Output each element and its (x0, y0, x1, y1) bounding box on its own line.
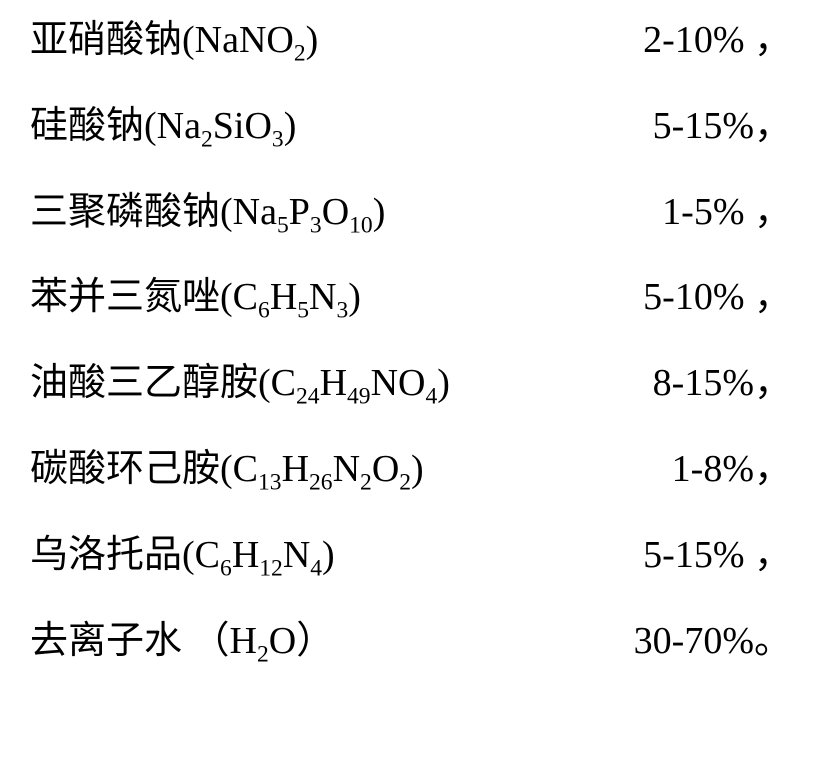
chemical-composition-list: 亚硝酸钠(NaNO2) 2-10% ， 硅酸钠(Na2SiO3) 5-15%， … (0, 0, 822, 682)
compound-cn: 去离子水 (30, 620, 192, 662)
compound-name: 乌洛托品(C6H12N4) (30, 535, 335, 577)
compound-cn: 苯并三氮唑 (30, 276, 220, 318)
table-row: 亚硝酸钠(NaNO2) 2-10% ， (30, 20, 792, 62)
table-row: 三聚磷酸钠(Na5P3O10) 1-5% ， (30, 192, 792, 234)
punct: ， (744, 191, 792, 233)
compound-cn: 油酸三乙醇胺 (30, 362, 258, 404)
compound-formula: (Na2SiO3) (144, 105, 296, 147)
percentage-value: 2-10% ， (643, 20, 792, 62)
table-row: 乌洛托品(C6H12N4) 5-15% ， (30, 535, 792, 577)
percentage-value: 5-15%， (653, 106, 792, 148)
table-row: 苯并三氮唑(C6H5N3) 5-10% ， (30, 277, 792, 319)
compound-name: 亚硝酸钠(NaNO2) (30, 20, 318, 62)
compound-formula: (C13H26N2O2) (220, 448, 424, 490)
percentage-value: 5-10% ， (643, 277, 792, 319)
compound-cn: 碳酸环己胺 (30, 448, 220, 490)
compound-cn: 亚硝酸钠 (30, 19, 182, 61)
compound-formula: (NaNO2) (182, 19, 318, 61)
compound-name: 碳酸环己胺(C13H26N2O2) (30, 449, 424, 491)
punct: ， (754, 448, 792, 490)
compound-cn: 硅酸钠 (30, 105, 144, 147)
percentage-value: 1-5% ， (662, 192, 792, 234)
percentage-value: 8-15%， (653, 363, 792, 405)
table-row: 去离子水 （H2O） 30-70%。 (30, 621, 792, 663)
table-row: 硅酸钠(Na2SiO3) 5-15%， (30, 106, 792, 148)
compound-cn: 三聚磷酸钠 (30, 191, 220, 233)
compound-cn: 乌洛托品 (30, 534, 182, 576)
percentage-value: 1-8%， (672, 449, 792, 491)
compound-name: 苯并三氮唑(C6H5N3) (30, 277, 361, 319)
percentage-value: 30-70%。 (634, 621, 792, 663)
punct: ， (744, 19, 792, 61)
punct: ， (744, 534, 792, 576)
compound-name: 去离子水 （H2O） (30, 621, 334, 663)
compound-formula: (Na5P3O10) (220, 191, 385, 233)
compound-formula: （H2O） (192, 620, 335, 662)
compound-name: 三聚磷酸钠(Na5P3O10) (30, 192, 385, 234)
punct: ， (754, 362, 792, 404)
table-row: 碳酸环己胺(C13H26N2O2) 1-8%， (30, 449, 792, 491)
compound-name: 油酸三乙醇胺(C24H49NO4) (30, 363, 450, 405)
table-row: 油酸三乙醇胺(C24H49NO4) 8-15%， (30, 363, 792, 405)
punct: ， (754, 105, 792, 147)
punct: 。 (754, 620, 792, 662)
compound-formula: (C6H5N3) (220, 276, 361, 318)
compound-name: 硅酸钠(Na2SiO3) (30, 106, 296, 148)
punct: ， (744, 276, 792, 318)
compound-formula: (C24H49NO4) (258, 362, 450, 404)
compound-formula: (C6H12N4) (182, 534, 335, 576)
percentage-value: 5-15% ， (643, 535, 792, 577)
